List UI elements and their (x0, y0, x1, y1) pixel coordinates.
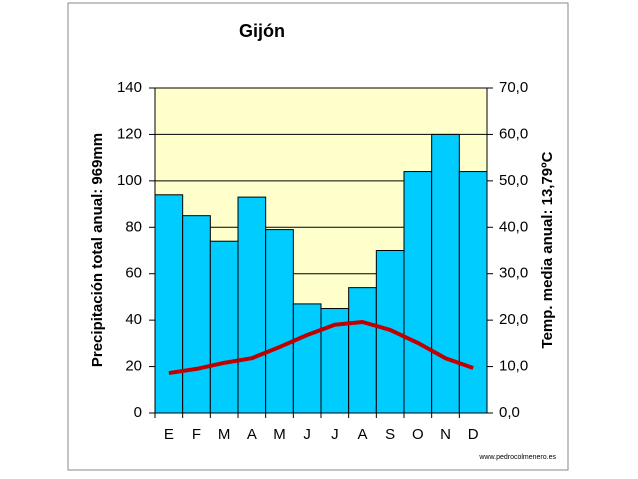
y2-tick-label: 20,0 (499, 311, 528, 328)
y-tick-label: 120 (117, 125, 142, 142)
y2-tick-label: 50,0 (499, 172, 528, 189)
y-tick-label: 80 (125, 218, 142, 235)
bar (154, 194, 184, 414)
bar (265, 229, 294, 414)
bar (182, 215, 211, 414)
x-tick-label: A (357, 426, 367, 443)
x-tick-label: J (331, 426, 339, 443)
temperature-line (168, 320, 474, 376)
x-tick-label: M (218, 426, 231, 443)
y-tick-label: 0 (134, 404, 142, 421)
y-tick-label: 100 (117, 172, 142, 189)
y2-tick-label: 60,0 (499, 125, 528, 142)
x-tick-label: J (303, 426, 311, 443)
x-tick-label: E (164, 426, 174, 443)
bar (292, 303, 322, 414)
chart-title: Gijón (239, 21, 285, 41)
bar (431, 133, 460, 414)
y-tick-label: 60 (125, 265, 142, 282)
bar (403, 171, 433, 414)
y-axis-label: Precipitación total anual: 969mm (89, 133, 106, 367)
y2-tick-label: 40,0 (499, 218, 528, 235)
y-tick-label: 20 (125, 358, 142, 375)
bar (209, 240, 239, 414)
x-tick-label: O (412, 426, 424, 443)
x-tick-label: N (440, 426, 451, 443)
bar (348, 287, 377, 414)
x-tick-label: D (468, 426, 479, 443)
y-tick-label: 40 (125, 311, 142, 328)
bar (237, 196, 267, 414)
y-tick-label: 140 (117, 79, 142, 96)
x-tick-label: S (385, 426, 395, 443)
x-tick-label: A (247, 426, 257, 443)
y2-tick-label: 10,0 (499, 358, 528, 375)
y2-tick-label: 0,0 (499, 404, 520, 421)
x-tick-label: M (273, 426, 286, 443)
y2-tick-label: 30,0 (499, 265, 528, 282)
source: www.pedrocolmenero.es (478, 454, 556, 461)
bar (458, 171, 488, 414)
y2-axis-label: Temp. media anual: 13,79ºC (539, 151, 556, 348)
x-tick-label: F (192, 426, 201, 443)
y2-tick-label: 70,0 (499, 79, 528, 96)
